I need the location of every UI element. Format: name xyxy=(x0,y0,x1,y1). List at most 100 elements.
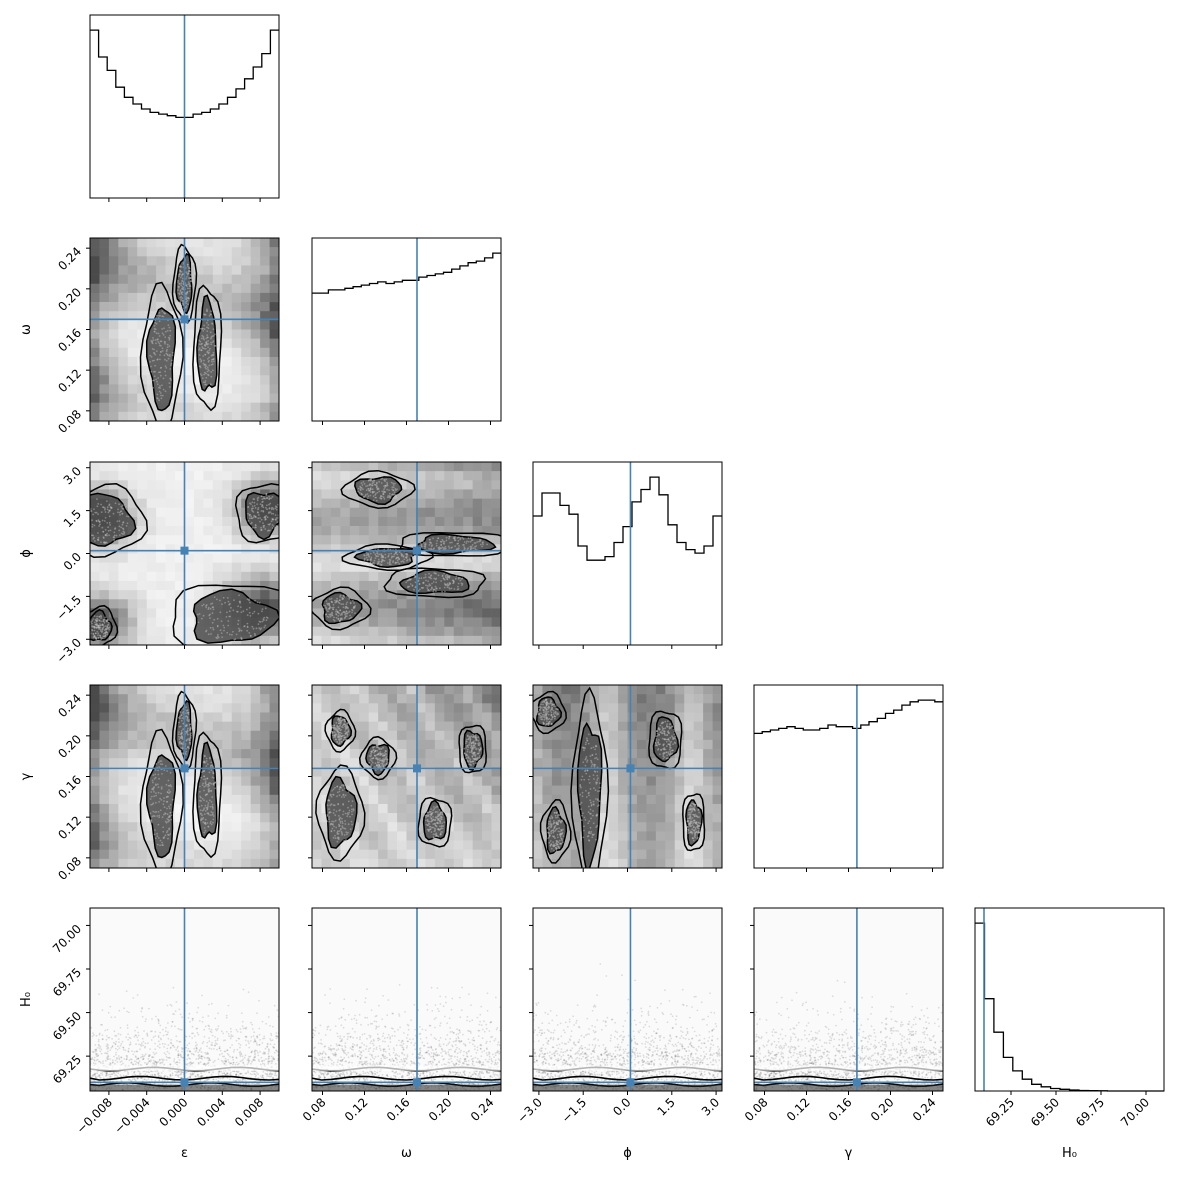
density-cell xyxy=(618,749,628,759)
density-cell xyxy=(312,635,322,645)
density-cell xyxy=(425,507,436,518)
density-cell xyxy=(886,944,897,955)
density-cell xyxy=(434,908,445,918)
density-cell xyxy=(397,944,407,955)
density-cell xyxy=(406,1054,417,1064)
density-cell xyxy=(703,917,713,927)
density-cell xyxy=(387,739,398,750)
density-cell xyxy=(580,703,590,713)
density-cell xyxy=(330,962,341,973)
density-cell xyxy=(406,471,417,481)
density-cell xyxy=(472,590,483,600)
density-cell xyxy=(340,917,351,927)
density-cell xyxy=(340,694,351,704)
density-cell xyxy=(99,384,110,394)
density-cell xyxy=(406,785,417,796)
density-cell xyxy=(561,849,572,860)
density-cell xyxy=(222,516,233,527)
density-cell xyxy=(636,703,647,713)
density-cell xyxy=(580,990,590,1000)
density-cell xyxy=(359,730,369,741)
density-cell xyxy=(203,1026,214,1037)
density-cell xyxy=(712,1017,722,1028)
density-cell xyxy=(646,749,657,759)
density-cell xyxy=(269,599,279,609)
density-cell xyxy=(193,265,204,275)
density-cell xyxy=(165,580,176,591)
density-cell xyxy=(655,758,666,768)
density-cell xyxy=(349,917,360,927)
density-cell xyxy=(570,739,581,750)
density-cell xyxy=(175,580,185,591)
density-cell xyxy=(330,944,341,955)
density-cell xyxy=(674,1008,685,1019)
density-cell xyxy=(321,953,332,964)
density-cell xyxy=(570,981,581,991)
density-cell xyxy=(378,794,388,805)
density-cell xyxy=(406,972,417,982)
density-cell xyxy=(693,849,704,860)
density-cell xyxy=(165,1054,176,1064)
density-cell xyxy=(212,990,223,1000)
density-cell xyxy=(589,712,600,722)
density-cell xyxy=(212,730,223,741)
density-cell xyxy=(165,1017,176,1028)
density-cell xyxy=(463,917,473,927)
density-cell xyxy=(90,703,100,713)
density-cell xyxy=(222,935,233,945)
density-cell xyxy=(127,635,138,645)
density-cell xyxy=(368,471,379,481)
density-cell xyxy=(589,721,600,732)
density-cell xyxy=(231,1054,242,1064)
density-cell xyxy=(848,908,859,918)
density-cell xyxy=(387,580,398,591)
density-cell xyxy=(867,1036,878,1046)
density-cell xyxy=(618,721,628,732)
density-cell xyxy=(231,347,242,358)
density-cell xyxy=(349,962,360,973)
density-cell xyxy=(867,944,878,955)
density-cell xyxy=(570,999,581,1009)
density-cell xyxy=(472,776,483,786)
density-cell xyxy=(867,981,878,991)
density-cell xyxy=(368,999,379,1009)
density-cell xyxy=(712,712,722,722)
density-cell xyxy=(580,1054,590,1064)
density-cell xyxy=(146,917,157,927)
density-cell xyxy=(876,1017,887,1028)
density-cell xyxy=(599,1054,609,1064)
density-cell xyxy=(570,749,581,759)
density-cell xyxy=(99,990,110,1000)
density-cell xyxy=(312,758,322,768)
density-cell xyxy=(542,749,553,759)
density-cell xyxy=(425,590,436,600)
density-cell xyxy=(618,813,628,823)
density-cell xyxy=(269,1017,279,1028)
density-cell xyxy=(212,685,223,695)
density-cell xyxy=(608,794,619,805)
density-cell xyxy=(839,1017,849,1028)
y-tick-label: −1.5 xyxy=(54,593,85,624)
density-cell xyxy=(260,794,270,805)
density-cell xyxy=(580,935,590,945)
density-cell xyxy=(193,384,204,394)
density-cell xyxy=(406,858,417,868)
density-cell xyxy=(260,840,270,850)
density-cell xyxy=(368,962,379,973)
density-cell xyxy=(269,320,279,330)
density-cell xyxy=(175,302,185,312)
density-cell xyxy=(312,1045,322,1055)
panel-gamma-H0 xyxy=(753,907,944,1092)
density-cell xyxy=(599,721,609,732)
density-cell xyxy=(99,1045,110,1055)
density-cell xyxy=(127,1017,138,1028)
density-cell xyxy=(137,238,147,248)
density-cell xyxy=(387,849,398,860)
density-cell xyxy=(415,590,426,600)
density-cell xyxy=(250,302,261,312)
density-cell xyxy=(482,462,492,472)
density-cell xyxy=(250,265,261,275)
density-cell xyxy=(203,990,214,1000)
density-cell xyxy=(472,580,483,591)
density-cell xyxy=(801,972,811,982)
